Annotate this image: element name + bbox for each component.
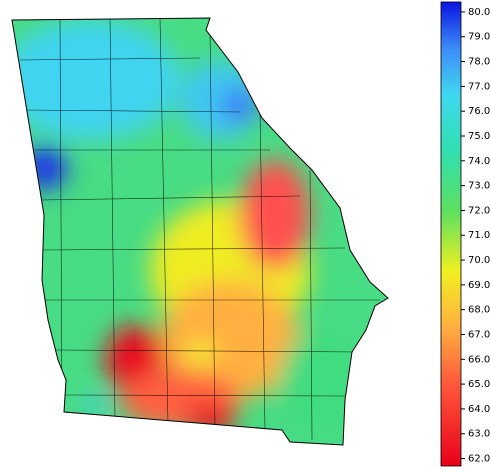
colorbar: [440, 1, 462, 467]
tick-label: 66.0: [468, 354, 490, 365]
tick-label: 74.0: [468, 156, 490, 167]
tick-label: 79.0: [468, 32, 490, 43]
tick-label: 69.0: [468, 280, 490, 291]
tick-label: 64.0: [468, 404, 490, 415]
tick-label: 75.0: [468, 131, 490, 142]
tick-label: 78.0: [468, 57, 490, 68]
tick-label: 73.0: [468, 181, 490, 192]
tick-label: 62.0: [468, 454, 490, 465]
tick-label: 63.0: [468, 429, 490, 440]
tick-label: 80.0: [468, 7, 490, 18]
tick-label: 70.0: [468, 255, 490, 266]
tick-label: 72.0: [468, 205, 490, 216]
tick-label: 76.0: [468, 106, 490, 117]
state-outline: [11, 17, 389, 446]
tick-label: 77.0: [468, 81, 490, 92]
colorbar-axis: 62.0 63.0 64.0 65.0 66.0 67.0 68.0 69.0 70.0 71.0…: [461, 7, 490, 465]
tick-label: 67.0: [468, 329, 490, 340]
tick-label: 68.0: [468, 305, 490, 316]
heat-map: [12, 18, 388, 445]
tick-label: 65.0: [468, 379, 490, 390]
tick-label: 71.0: [468, 230, 490, 241]
